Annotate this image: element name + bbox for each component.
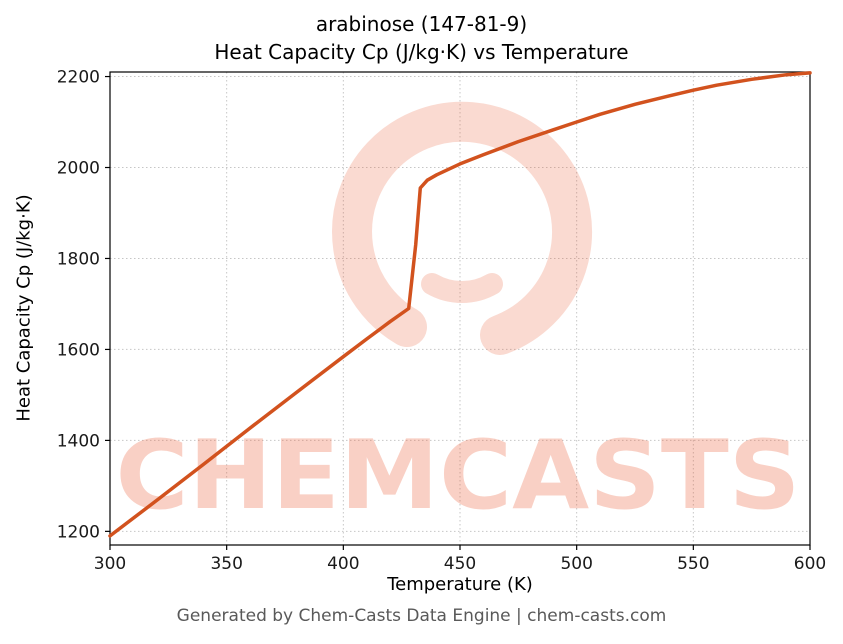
chart-title: arabinose (147-81-9) Heat Capacity Cp (J…	[0, 10, 843, 66]
y-tick-label: 1400	[57, 431, 100, 451]
watermark-logo-icon	[332, 101, 592, 355]
y-tick-label: 1200	[57, 522, 100, 542]
x-tick-label: 300	[94, 554, 126, 574]
watermark-logo-curl-icon	[421, 273, 503, 304]
x-tick-label: 350	[210, 554, 242, 574]
x-tick-label: 400	[327, 554, 359, 574]
y-tick-label: 2000	[57, 159, 100, 179]
x-tick-label: 600	[794, 554, 826, 574]
x-tick-label: 450	[444, 554, 476, 574]
y-tick-label: 1800	[57, 249, 100, 269]
x-axis-label: Temperature (K)	[387, 574, 533, 595]
x-tick-label: 500	[560, 554, 592, 574]
chart-title-line2: Heat Capacity Cp (J/kg·K) vs Temperature	[214, 40, 629, 64]
tick-marks	[105, 75, 811, 550]
watermark: CHEMCASTS	[116, 101, 801, 531]
footer-text: Generated by Chem-Casts Data Engine | ch…	[176, 606, 667, 626]
x-tick-label: 550	[677, 554, 709, 574]
watermark-text: CHEMCASTS	[116, 421, 801, 531]
y-axis-label: Heat Capacity Cp (J/kg·K)	[13, 194, 35, 422]
y-tick-label: 2200	[57, 68, 100, 88]
chart-title-line1: arabinose (147-81-9)	[315, 12, 528, 36]
y-tick-label: 1600	[57, 340, 100, 360]
data-line	[108, 71, 812, 538]
tick-labels: 300 350 400 450 500 550 600 1200 1400 1600 1800 200…	[57, 68, 826, 574]
